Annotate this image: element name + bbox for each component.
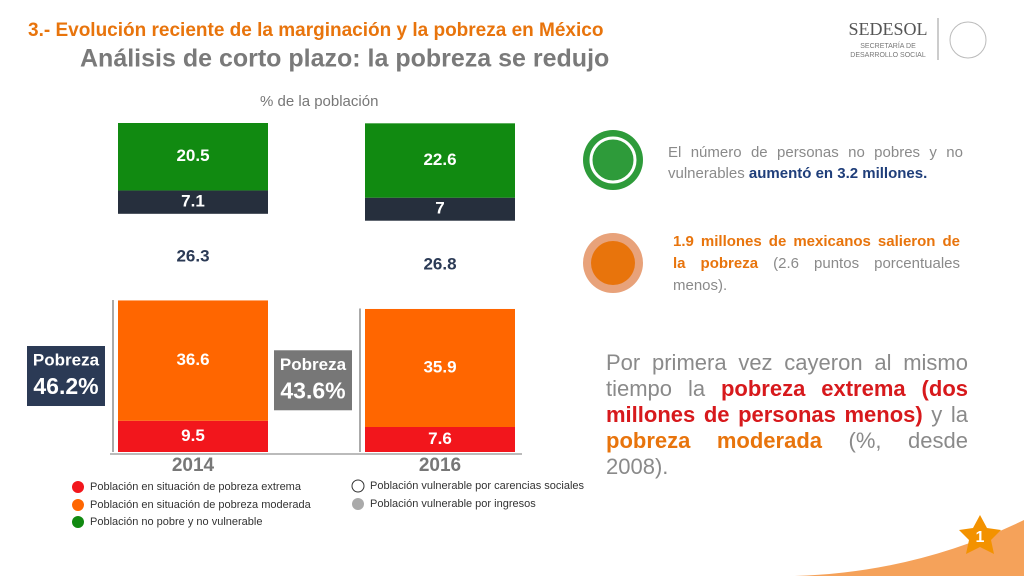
conclusion: Por primera vez cayeron al mismo tiempo …	[606, 350, 968, 480]
text-run: aumentó en 3.2 millones.	[748, 165, 928, 182]
text-run: pobreza moderada	[606, 428, 823, 453]
chart-subtitle: % de la población	[260, 93, 378, 110]
legend-swatch	[72, 499, 84, 511]
x-tick-label: 2016	[419, 455, 461, 476]
icon-ring	[591, 241, 635, 285]
bar-segment	[118, 300, 268, 421]
logo-name: SEDESOL	[848, 19, 927, 39]
data-label: 22.6	[423, 150, 456, 169]
legend-label: Población en situación de pobreza extrem…	[90, 481, 302, 493]
bar-segment	[365, 308, 515, 427]
icon-ring	[589, 136, 637, 184]
data-label: 7.1	[181, 192, 205, 211]
poverty-box	[274, 350, 352, 411]
section-title: 3.- Evolución reciente de la marginación…	[28, 20, 603, 41]
text-run: (%, desde 2008).	[606, 428, 968, 479]
data-label: 26.3	[176, 247, 209, 266]
text-run: pobreza extrema (dos millones de persona…	[606, 376, 968, 427]
data-label: 9.5	[181, 426, 205, 445]
bar-segment	[118, 213, 268, 301]
legend-label: Población no pobre y no vulnerable	[90, 516, 262, 528]
legend-swatch	[351, 479, 365, 493]
bar-segment	[118, 420, 268, 452]
legend-label: Población en situación de pobreza modera…	[90, 499, 312, 511]
legend-label: Población vulnerable por ingresos	[370, 498, 536, 510]
poverty-box	[27, 346, 105, 407]
bar-segment	[365, 220, 515, 309]
page-number: 1	[976, 529, 985, 546]
logo-line: SECRETARÍA DE	[860, 41, 916, 50]
data-label: 20.5	[176, 146, 209, 165]
decor-swoosh	[760, 520, 1024, 576]
poverty-value: 46.2%	[33, 373, 98, 399]
poverty-label: Pobreza	[33, 350, 100, 369]
text-run: El número de personas no pobres y no vul…	[668, 144, 963, 182]
bar-segment	[118, 123, 268, 191]
text-run: y la	[922, 402, 968, 427]
bar-segment	[365, 197, 515, 221]
text-run: (2.6 puntos porcentuales menos).	[673, 255, 961, 294]
logo-seal	[949, 21, 987, 59]
poverty-value: 43.6%	[280, 377, 345, 403]
logo-line: DESARROLLO SOCIAL	[850, 52, 926, 59]
page-badge	[959, 515, 1001, 554]
legend-swatch	[72, 516, 84, 528]
legend-swatch	[72, 481, 84, 493]
note: 1.9 millones de mexicanos salieron de la…	[673, 231, 960, 297]
text-run: 1.9 millones de mexicanos salieron de la…	[673, 233, 960, 272]
data-label: 36.6	[176, 350, 209, 369]
bar-segment	[118, 190, 268, 214]
slide-title: Análisis de corto plazo: la pobreza se r…	[80, 45, 609, 73]
data-label: 26.8	[423, 254, 456, 273]
note: El número de personas no pobres y no vul…	[668, 142, 963, 184]
legend-label: Población vulnerable por carencias socia…	[370, 480, 585, 492]
legend-swatch	[352, 498, 364, 510]
bar-segment	[365, 426, 515, 452]
poverty-label: Pobreza	[280, 355, 347, 374]
bar-segment	[365, 123, 515, 198]
text-run: Por primera vez cayeron al mismo tiempo …	[606, 350, 968, 401]
data-label: 7	[435, 199, 444, 218]
x-tick-label: 2014	[172, 455, 215, 476]
data-label: 35.9	[423, 357, 456, 376]
data-label: 7.6	[428, 429, 452, 448]
